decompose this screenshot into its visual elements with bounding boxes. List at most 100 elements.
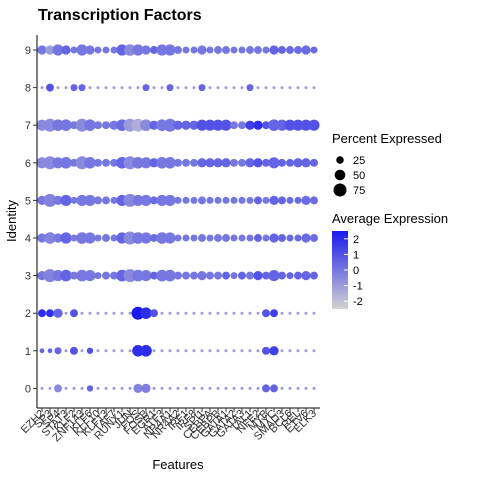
dot: [296, 86, 300, 90]
dot: [240, 311, 244, 315]
size-legend-dot: [334, 169, 346, 181]
dot: [278, 158, 286, 167]
dot: [156, 156, 168, 169]
dot: [198, 234, 206, 242]
dot: [156, 44, 168, 56]
dot: [76, 194, 88, 206]
dot: [198, 196, 206, 205]
dot: [184, 311, 188, 315]
dot: [222, 234, 230, 242]
dot: [45, 45, 55, 55]
dot: [84, 119, 96, 132]
dot: [256, 86, 260, 90]
dot: [222, 46, 230, 54]
color-legend-label: -1: [353, 281, 363, 293]
dot: [232, 86, 236, 90]
dot: [43, 156, 57, 170]
y-tick-label: 9: [25, 45, 31, 57]
dot: [206, 271, 214, 280]
size-legend-label: 75: [353, 185, 365, 197]
dot: [164, 156, 176, 169]
dot: [120, 86, 124, 90]
dot: [262, 309, 270, 318]
dot: [64, 86, 68, 90]
dot: [85, 45, 95, 55]
dot: [254, 46, 262, 54]
dot: [182, 158, 190, 167]
dot: [240, 386, 244, 390]
dot: [246, 271, 254, 280]
dot: [132, 194, 144, 206]
dot: [190, 158, 198, 167]
dot: [200, 349, 204, 353]
dot: [132, 344, 144, 357]
dot: [182, 46, 190, 54]
dot: [43, 193, 57, 207]
dot: [152, 386, 156, 390]
dot: [288, 311, 292, 315]
dot: [284, 119, 296, 131]
dot: [213, 158, 223, 168]
y-tick-label: 7: [25, 120, 31, 132]
dot: [294, 234, 302, 242]
dot: [230, 121, 238, 130]
dot: [238, 271, 246, 280]
dot: [246, 196, 254, 204]
dot: [80, 386, 84, 390]
dot: [269, 346, 279, 356]
dot: [76, 269, 88, 282]
dot: [230, 196, 238, 204]
dot: [253, 158, 263, 168]
dot: [150, 271, 158, 280]
dot: [208, 86, 212, 90]
dot: [112, 386, 116, 390]
dot: [288, 349, 292, 353]
y-axis-title: Identity: [4, 200, 19, 242]
dot: [94, 196, 102, 205]
dot: [206, 196, 214, 204]
dot: [238, 158, 246, 167]
y-tick-labels: 0 1 2 3 4 5 6 7 8 9: [25, 45, 37, 395]
color-legend-label: 2: [353, 234, 359, 246]
dot: [256, 349, 260, 353]
dot: [248, 311, 252, 315]
dot: [152, 349, 156, 353]
dot: [53, 308, 63, 318]
size-legend-label: 50: [353, 170, 365, 182]
dot: [112, 86, 116, 90]
dot: [164, 194, 176, 206]
dot: [238, 234, 246, 242]
dot: [182, 196, 190, 204]
dot: [43, 269, 57, 283]
dot: [70, 234, 78, 242]
size-legend-dot: [333, 183, 347, 197]
dot: [190, 234, 198, 242]
dot: [296, 386, 300, 390]
dot: [278, 234, 286, 242]
dot: [288, 386, 292, 390]
dot: [109, 120, 119, 130]
dot: [296, 349, 300, 353]
dot: [70, 46, 78, 54]
dot: [308, 119, 320, 131]
dot: [221, 158, 231, 168]
dot: [140, 232, 152, 244]
dot: [253, 120, 263, 130]
dot: [205, 158, 215, 168]
dot: [224, 311, 228, 315]
y-tick-label: 1: [25, 346, 31, 358]
dot: [176, 86, 180, 90]
dot: [181, 120, 191, 130]
dot: [286, 46, 294, 54]
dot: [304, 349, 308, 353]
dot: [246, 84, 254, 92]
dot: [224, 86, 228, 90]
dot: [104, 86, 108, 90]
dot: [190, 271, 198, 280]
dot: [94, 121, 102, 130]
dot: [216, 386, 220, 390]
dot: [312, 86, 316, 90]
dot: [192, 311, 196, 315]
dot: [216, 86, 220, 90]
dot: [160, 311, 164, 315]
